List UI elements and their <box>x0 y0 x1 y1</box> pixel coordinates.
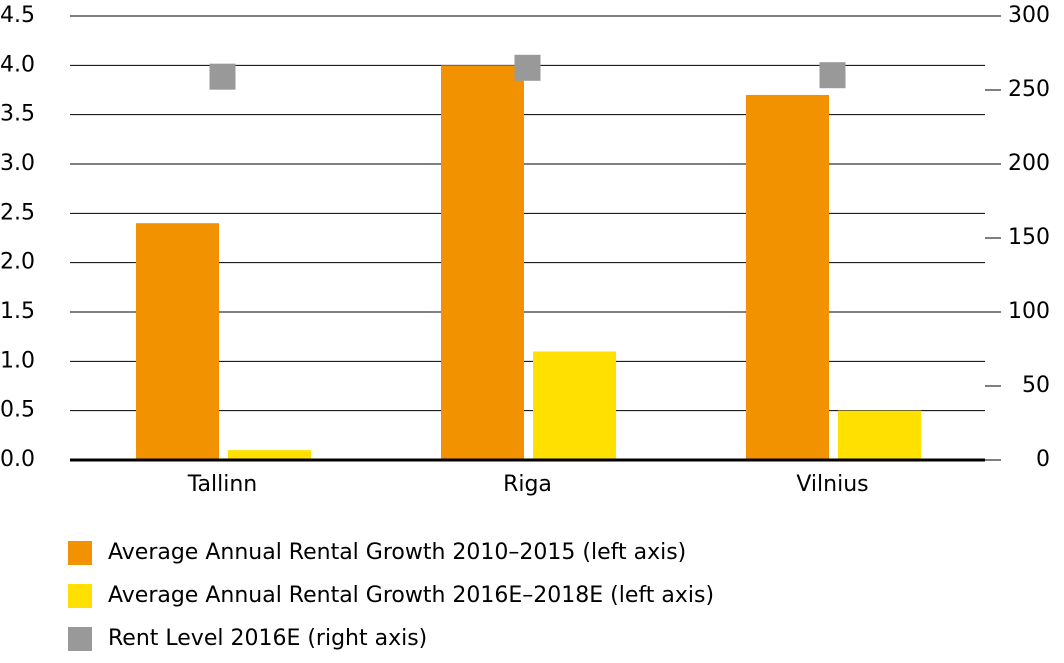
y-tick-label: 1.5 <box>0 299 35 324</box>
y2-tick-label: 250 <box>1008 77 1050 102</box>
marker <box>209 63 236 90</box>
y-tick-label: 2.5 <box>0 200 35 225</box>
legend-label: Average Annual Rental Growth 2010–2015 (… <box>108 540 686 565</box>
y-tick-label: 4.5 <box>0 3 35 28</box>
legend-swatch <box>68 584 92 608</box>
y2-tick-label: 200 <box>1008 151 1050 176</box>
y-tick-label: 4.0 <box>0 52 35 77</box>
y2-tick-label: 0 <box>1036 447 1050 472</box>
y-tick-label: 2.0 <box>0 250 35 275</box>
legend-swatch <box>68 627 92 651</box>
marker <box>819 62 846 89</box>
x-tick-label: Tallinn <box>187 472 258 497</box>
marker <box>514 54 541 81</box>
y2-tick-label: 50 <box>1022 373 1050 398</box>
y-tick-label: 3.0 <box>0 151 35 176</box>
legend-label: Rent Level 2016E (right axis) <box>108 626 427 651</box>
bar <box>441 65 524 460</box>
bar <box>136 223 219 460</box>
x-tick-label: Vilnius <box>796 472 868 497</box>
y-tick-label: 0.0 <box>0 447 35 472</box>
bar <box>533 351 616 460</box>
y2-tick-label: 150 <box>1008 225 1050 250</box>
y2-tick-label: 300 <box>1008 3 1050 28</box>
bar <box>746 94 829 460</box>
y-tick-label: 1.0 <box>0 348 35 373</box>
legend-swatch <box>68 541 92 565</box>
y2-tick-label: 100 <box>1008 299 1050 324</box>
y-tick-label: 0.5 <box>0 398 35 423</box>
y-tick-label: 3.5 <box>0 102 35 127</box>
bar <box>228 450 311 460</box>
legend-label: Average Annual Rental Growth 2016E–2018E… <box>108 583 714 608</box>
bar <box>838 410 921 460</box>
x-tick-label: Riga <box>503 472 552 497</box>
